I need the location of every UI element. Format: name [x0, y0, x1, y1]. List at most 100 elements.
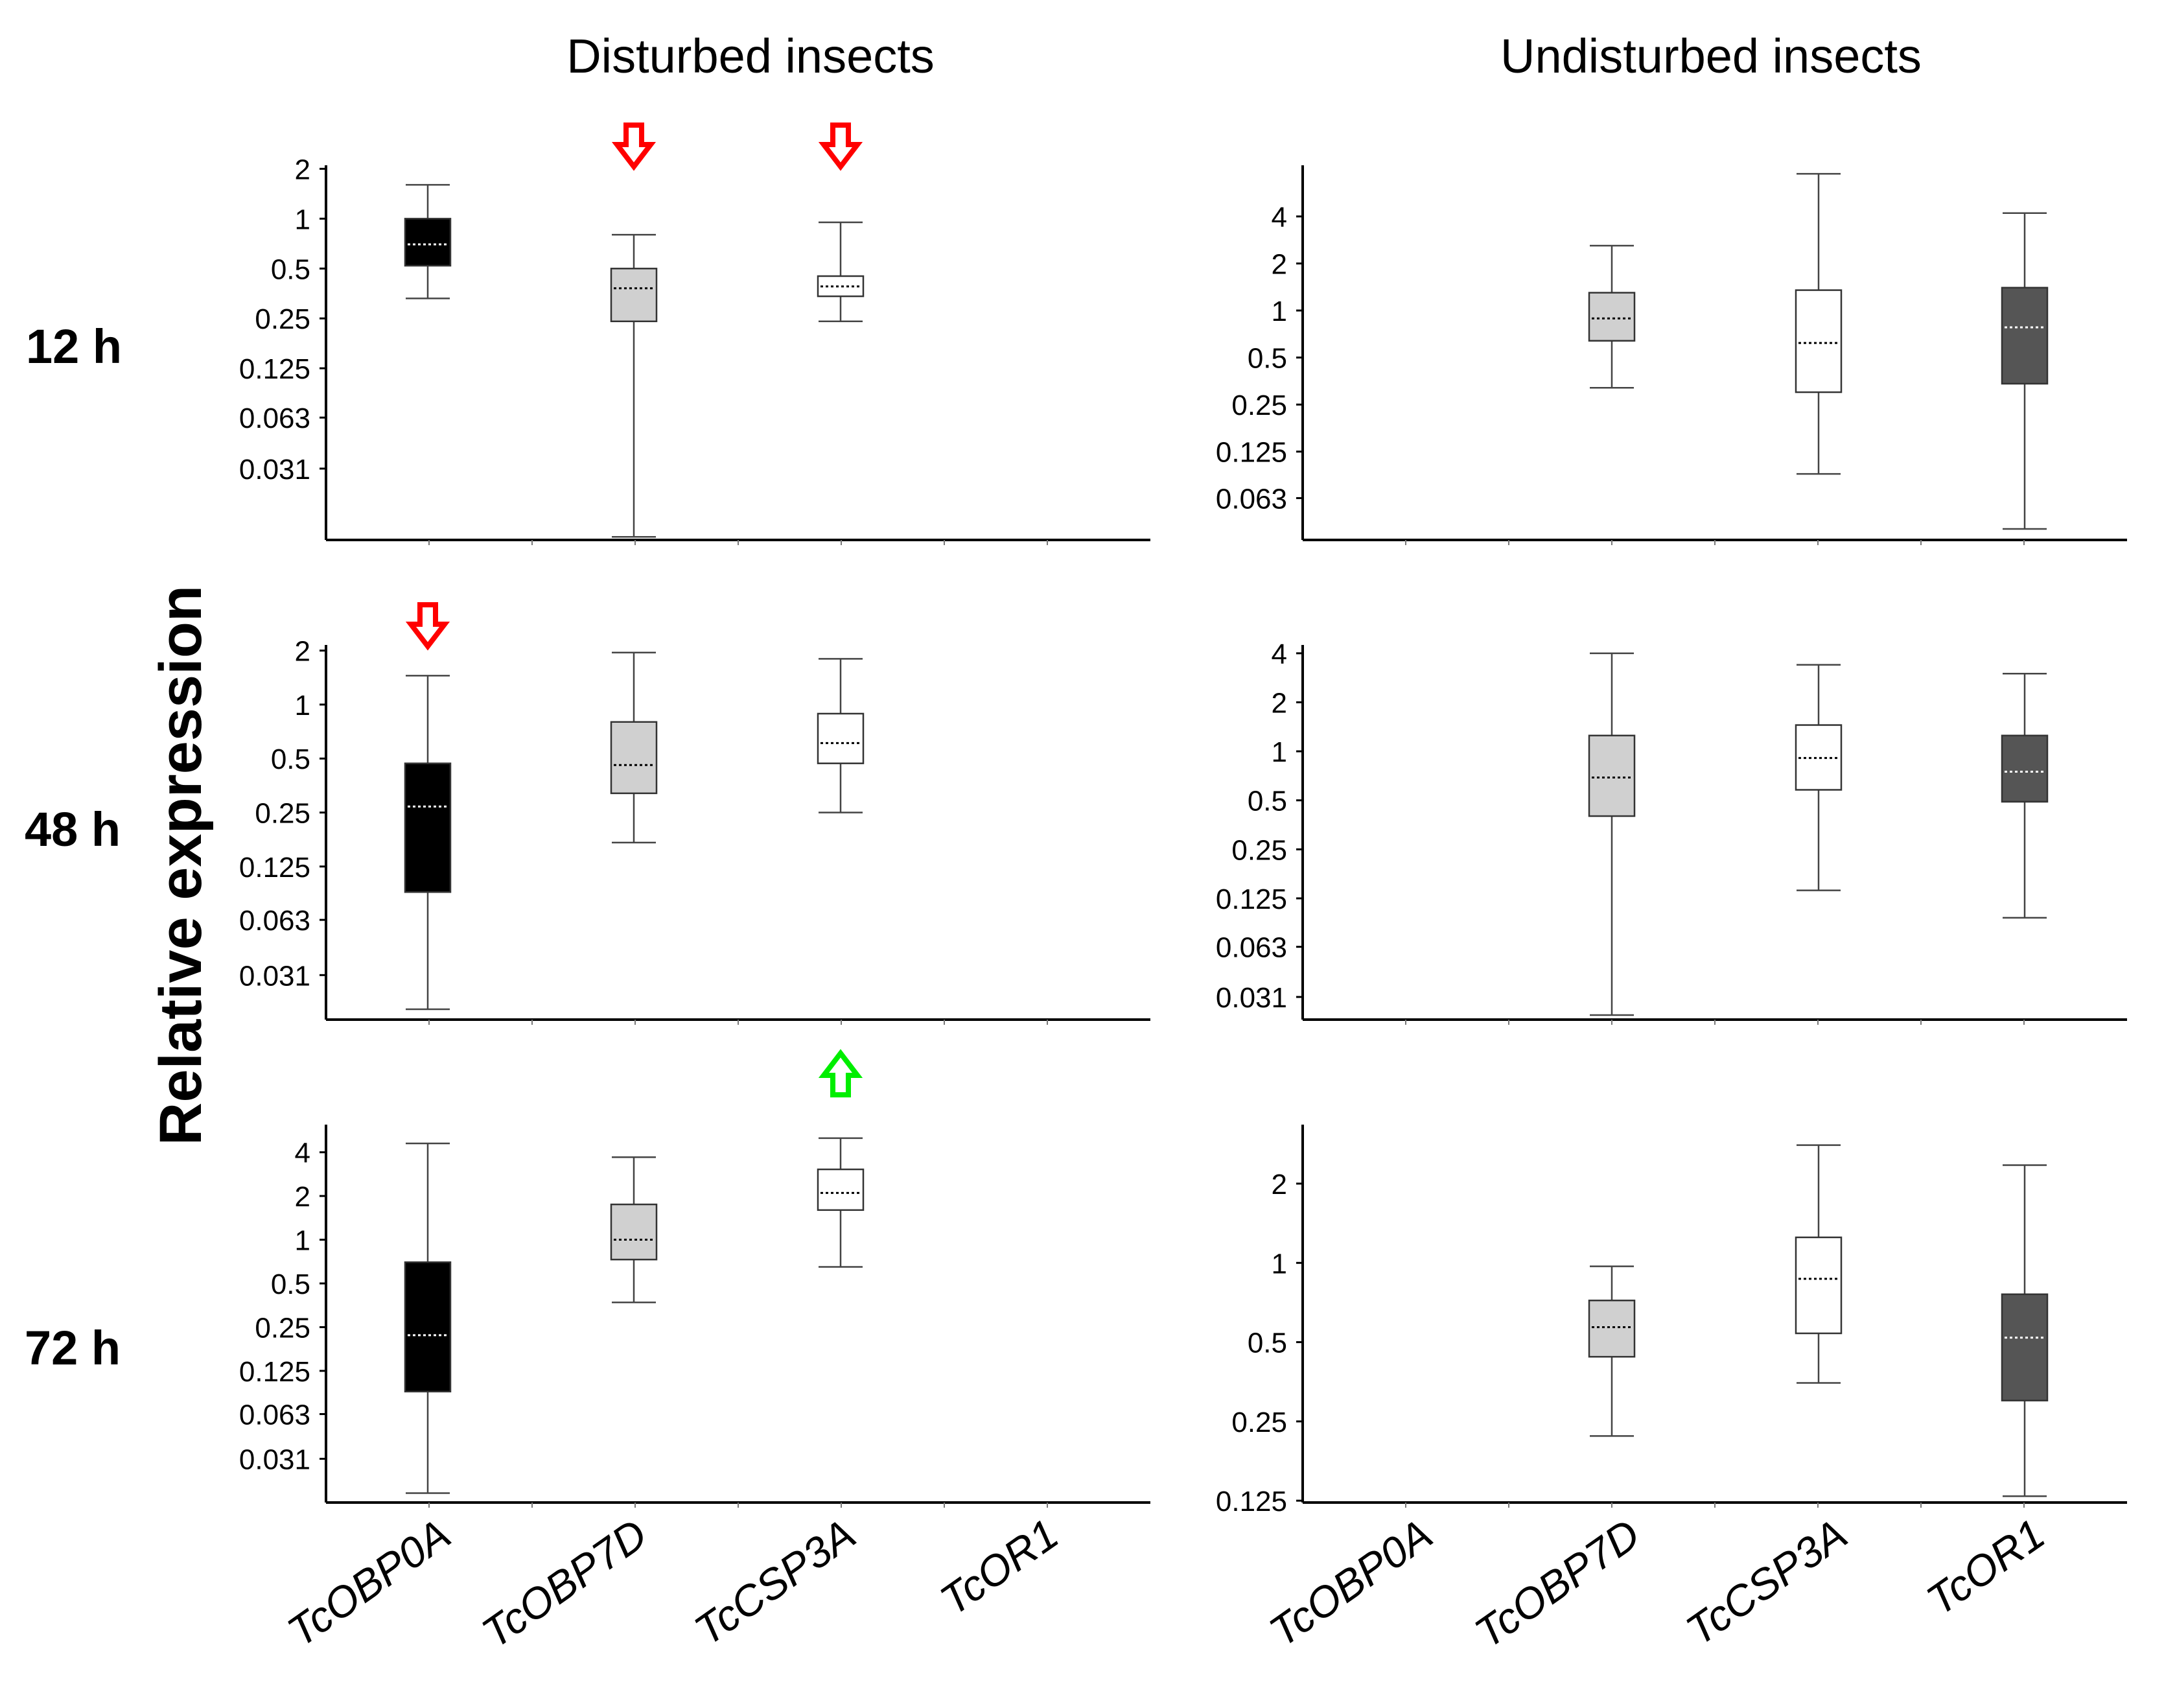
y-tick-label: 0.5 [271, 1269, 310, 1300]
box-tcobp7d [610, 233, 658, 538]
box-tccsp3a [1795, 1144, 1843, 1384]
y-tick-label: 4 [295, 1138, 310, 1169]
y-tick-label: 0.25 [1231, 834, 1287, 866]
y-tick-label: 2 [1272, 248, 1287, 280]
arrow-up-tccsp3a [818, 1049, 863, 1097]
y-tick-label: 0.25 [255, 798, 310, 830]
box-tcor1 [2001, 212, 2049, 530]
y-tick-label: 2 [295, 1181, 310, 1213]
gene-label-left-tcor1: TcOR1 [931, 1510, 1067, 1624]
y-tick-label: 0.125 [1216, 437, 1287, 469]
down-arrow-icon [405, 602, 450, 651]
gene-label-left-tcobp0a: TcOBP0A [279, 1510, 459, 1655]
condition-title-undisturbed: Undisturbed insects [1500, 29, 1922, 83]
box-iqr [2001, 734, 2049, 803]
box-iqr [610, 721, 658, 795]
box-iqr [817, 712, 865, 764]
y-tick-label: 1 [295, 204, 310, 235]
y-tick-label: 0.5 [1248, 786, 1287, 817]
panel-undisturbed-insects-12-h: 4 2 1 0.5 0.25 0.125 0.063 [1216, 165, 2127, 545]
box-iqr [1588, 1299, 1636, 1358]
box-iqr [1795, 1236, 1843, 1335]
box-tcobp7d [1588, 244, 1636, 389]
y-tick-label: 0.5 [271, 743, 310, 775]
y-tick-label: 0.25 [1231, 390, 1287, 421]
time-label-72h: 72 h [25, 1321, 121, 1375]
chart-panels: 2 1 0.5 0.25 0.125 0.063 0.031 4 2 1 0.5 0.25 0.125 0… [239, 123, 2127, 1517]
box-tcobp0a [404, 1142, 452, 1494]
y-tick-label: 0.063 [1216, 483, 1287, 515]
up-arrow-icon [818, 1049, 863, 1097]
y-tick-label: 0.031 [239, 454, 310, 485]
box-tccsp3a [817, 1137, 865, 1268]
panel-disturbed-insects-48-h: 2 1 0.5 0.25 0.125 0.063 0.031 [239, 602, 1150, 1025]
y-tick-label: 0.25 [1231, 1407, 1287, 1438]
y-tick-label: 0.063 [239, 905, 310, 937]
y-tick-label: 0.031 [1216, 982, 1287, 1014]
y-tick-label: 0.063 [239, 403, 310, 434]
box-tccsp3a [1795, 664, 1843, 891]
y-axis-label: Relative expression [148, 585, 214, 1145]
down-arrow-icon [611, 123, 657, 171]
gene-label-right-tcor1: TcOR1 [1918, 1510, 2053, 1624]
box-iqr [610, 268, 658, 323]
box-tcor1 [2001, 672, 2049, 919]
box-iqr [404, 218, 452, 267]
box-tcor1 [2001, 1164, 2049, 1497]
gene-label-left-tcobp7d: TcOBP7D [473, 1510, 655, 1657]
box-iqr [2001, 1293, 2049, 1401]
y-tick-label: 2 [295, 636, 310, 668]
box-iqr [1795, 289, 1843, 393]
box-tccsp3a [1795, 172, 1843, 475]
gene-label-left-tccsp3a: TcCSP3A [686, 1510, 864, 1654]
box-iqr [610, 1203, 658, 1261]
y-tick-label: 2 [1272, 687, 1287, 719]
y-tick-label: 1 [1272, 1248, 1287, 1280]
y-tick-label: 0.125 [239, 353, 310, 385]
y-tick-label: 0.25 [255, 1312, 310, 1344]
y-tick-label: 0.125 [239, 1356, 310, 1388]
y-tick-label: 1 [1272, 736, 1287, 768]
box-tccsp3a [817, 658, 865, 813]
y-tick-label: 0.063 [1216, 932, 1287, 964]
y-tick-label: 1 [1272, 296, 1287, 327]
y-tick-label: 0.125 [239, 852, 310, 883]
y-tick-label: 0.125 [1216, 883, 1287, 915]
y-tick-label: 2 [295, 154, 310, 185]
y-tick-label: 0.5 [271, 253, 310, 285]
y-tick-label: 0.5 [1248, 343, 1287, 375]
y-tick-label: 2 [1272, 1169, 1287, 1200]
y-tick-label: 4 [1272, 202, 1287, 233]
panel-undisturbed-insects-72-h: 2 1 0.5 0.25 0.125 [1216, 1125, 2127, 1517]
arrow-down-tcobp0a [405, 602, 450, 651]
box-iqr [1588, 734, 1636, 817]
time-label-48h: 48 h [25, 802, 121, 856]
y-tick-label: 0.125 [1216, 1486, 1287, 1517]
box-iqr [1795, 724, 1843, 791]
y-tick-label: 0.5 [1248, 1328, 1287, 1359]
condition-title-disturbed: Disturbed insects [566, 29, 935, 83]
panel-undisturbed-insects-48-h: 4 2 1 0.5 0.25 0.125 0.063 0.031 [1216, 638, 2127, 1025]
y-tick-label: 1 [295, 1225, 310, 1257]
gene-label-right-tcobp7d: TcOBP7D [1466, 1510, 1648, 1657]
y-tick-label: 1 [295, 690, 310, 721]
down-arrow-icon [818, 123, 863, 171]
y-tick-label: 0.031 [239, 960, 310, 992]
box-tcobp0a [404, 183, 452, 299]
y-tick-label: 4 [1272, 638, 1287, 670]
time-label-12h: 12 h [26, 320, 122, 373]
y-tick-label: 0.063 [239, 1399, 310, 1431]
box-tcobp0a [404, 675, 452, 1011]
panel-disturbed-insects-72-h: 4 2 1 0.5 0.25 0.125 0.063 0.031 [239, 1049, 1150, 1508]
box-iqr [1588, 292, 1636, 342]
arrow-down-tcobp7d [611, 123, 657, 171]
gene-label-right-tcobp0a: TcOBP0A [1261, 1510, 1441, 1655]
box-tcobp7d [1588, 1265, 1636, 1437]
y-tick-label: 0.25 [255, 303, 310, 335]
box-iqr [817, 275, 865, 298]
box-tcobp7d [1588, 652, 1636, 1016]
box-tcobp7d [610, 1156, 658, 1304]
gene-label-right-tccsp3a: TcCSP3A [1677, 1510, 1856, 1654]
panel-disturbed-insects-12-h: 2 1 0.5 0.25 0.125 0.063 0.031 [239, 123, 1150, 545]
